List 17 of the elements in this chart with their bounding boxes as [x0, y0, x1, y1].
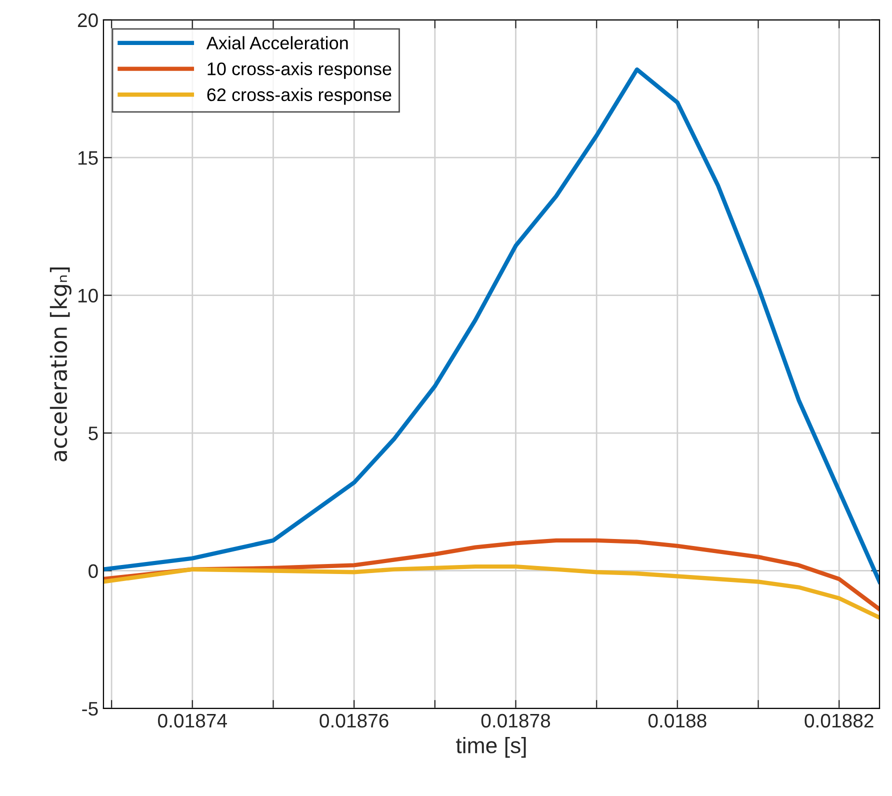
line-series	[103, 564, 880, 620]
x-axis-title: time [s]	[456, 736, 526, 758]
x-tick-label: 0.01876	[320, 714, 388, 728]
x-tick-label: 0.01882	[804, 714, 874, 728]
y-tick-label: 5	[88, 426, 98, 440]
y-tick-label: 20	[78, 13, 98, 28]
legend-label: 10 cross-axis response	[208, 62, 392, 79]
y-tick-label: 10	[78, 288, 98, 303]
legend-label: 62 cross-axis response	[207, 88, 392, 105]
y-axis-title: acceleration [kgₙ]	[50, 268, 72, 462]
y-tick-label: 0	[88, 564, 98, 578]
legend-label: Axial Acceleration	[206, 36, 348, 50]
x-tick-label: 0.0188	[648, 714, 706, 728]
x-tick-label: 0.01878	[481, 714, 550, 728]
x-tick-label: 0.01874	[158, 714, 227, 728]
y-tick-label: -5	[82, 702, 98, 716]
y-tick-label: 15	[78, 151, 98, 165]
